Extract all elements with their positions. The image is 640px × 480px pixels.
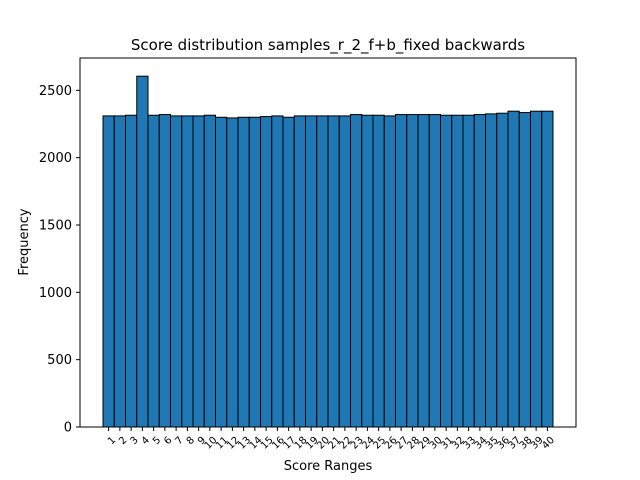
- bar-9: [192, 115, 205, 428]
- bar-18: [293, 115, 306, 428]
- bar-10: [203, 114, 216, 428]
- x-axis-label: Score Ranges: [284, 459, 373, 474]
- y-axis: 0 500 1000 1500 2000 2500: [39, 84, 80, 436]
- chart-title: Score distribution samples_r_2_f+b_fixed…: [131, 36, 525, 55]
- bar-7: [170, 115, 183, 428]
- y-tick-label: 1500: [39, 218, 72, 233]
- bar-21: [327, 115, 340, 428]
- bar-36: [496, 112, 509, 428]
- y-axis-label: Frequency: [17, 208, 32, 275]
- bar-19: [305, 115, 318, 428]
- bar-28: [406, 114, 419, 428]
- bar-35: [485, 113, 498, 428]
- bar-14: [248, 116, 261, 428]
- bar-17: [282, 116, 295, 428]
- bar-13: [237, 116, 250, 428]
- y-tick-label: 2000: [39, 151, 72, 166]
- bars-group: [102, 75, 554, 428]
- bar-34: [473, 114, 486, 428]
- bar-2: [113, 115, 126, 428]
- bar-30: [428, 114, 441, 428]
- bar-15: [260, 116, 273, 428]
- bar-1: [102, 115, 115, 428]
- y-tick-label: 0: [64, 421, 72, 436]
- bar-24: [361, 114, 374, 428]
- bar-6: [158, 114, 171, 428]
- bar-23: [350, 114, 363, 428]
- bar-32: [451, 114, 464, 428]
- bar-31: [440, 114, 453, 428]
- bar-25: [372, 114, 385, 428]
- bar-20: [316, 115, 329, 428]
- bar-33: [462, 114, 475, 428]
- y-tick-label: 2500: [39, 84, 72, 99]
- bar-8: [181, 115, 194, 428]
- bar-3: [125, 114, 138, 428]
- bar-38: [518, 112, 531, 428]
- bar-29: [417, 114, 430, 428]
- y-tick-label: 500: [47, 353, 72, 368]
- bar-27: [395, 114, 408, 428]
- x-axis: 1234567891011121314151617181920212223242…: [106, 427, 557, 452]
- bar-5: [147, 114, 160, 428]
- plot-frame: [79, 57, 577, 428]
- bar-4: [136, 75, 149, 428]
- bar-16: [271, 115, 284, 428]
- bar-39: [530, 110, 543, 428]
- y-tick-label: 1000: [39, 286, 72, 301]
- bar-22: [338, 115, 351, 428]
- bar-11: [215, 116, 228, 428]
- bar-26: [383, 115, 396, 428]
- bar-40: [541, 110, 554, 428]
- bar-37: [507, 110, 520, 428]
- bar-12: [226, 117, 239, 428]
